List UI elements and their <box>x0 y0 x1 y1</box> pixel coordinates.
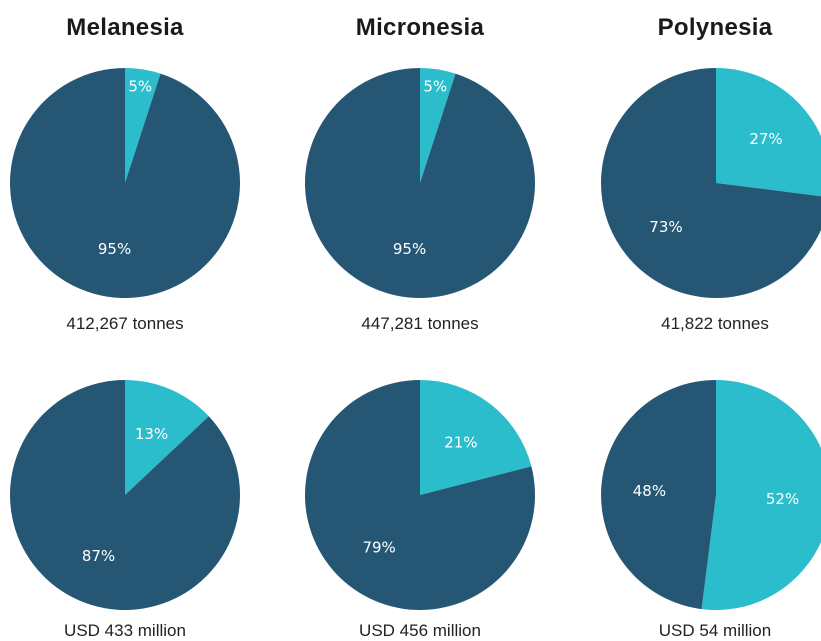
pie-slice-polynesia-value-1 <box>601 380 716 610</box>
pie-slice-polynesia-volume-0 <box>716 68 821 197</box>
slice-label-polynesia-volume-1: 73% <box>649 218 682 236</box>
pie-slice-polynesia-value-0 <box>701 380 821 610</box>
slice-label-melanesia-volume-1: 95% <box>98 240 131 258</box>
title-micronesia: Micronesia <box>355 14 485 41</box>
title-melanesia: Melanesia <box>66 14 184 41</box>
caption-micronesia-value: USD 456 million <box>359 621 481 640</box>
slice-label-micronesia-volume-1: 95% <box>393 240 426 258</box>
pie-slice-micronesia-value-1 <box>305 380 536 610</box>
slice-label-micronesia-volume-0: 5% <box>423 77 447 95</box>
slice-label-melanesia-value-0: 13% <box>135 425 168 443</box>
caption-micronesia-volume: 447,281 tonnes <box>361 314 479 333</box>
caption-polynesia-value: USD 54 million <box>658 621 772 640</box>
slice-label-polynesia-value-1: 48% <box>633 482 666 500</box>
pie-slice-melanesia-value-0 <box>125 380 209 495</box>
caption-melanesia-value: USD 433 million <box>64 621 186 640</box>
slice-label-micronesia-value-1: 79% <box>362 539 395 557</box>
pie-slice-melanesia-volume-1 <box>9 68 240 298</box>
pie-slice-polynesia-volume-1 <box>601 68 821 298</box>
slice-label-melanesia-volume-0: 5% <box>128 77 152 95</box>
pie-slice-micronesia-volume-1 <box>304 67 535 298</box>
slice-label-micronesia-value-0: 21% <box>444 433 477 451</box>
pie-slice-melanesia-value-1 <box>9 380 240 610</box>
pie-slice-melanesia-volume-0 <box>125 68 161 183</box>
caption-melanesia-volume: 412,267 tonnes <box>66 314 184 333</box>
slice-label-polynesia-value-0: 52% <box>766 490 799 508</box>
slice-label-polynesia-volume-0: 27% <box>749 130 782 148</box>
pie-slice-micronesia-volume-0 <box>420 68 456 183</box>
slice-label-melanesia-value-1: 87% <box>82 547 115 565</box>
pie-slice-micronesia-value-0 <box>420 380 532 495</box>
caption-polynesia-volume: 41,822 tonnes <box>661 314 769 333</box>
title-polynesia: Polynesia <box>657 14 773 41</box>
